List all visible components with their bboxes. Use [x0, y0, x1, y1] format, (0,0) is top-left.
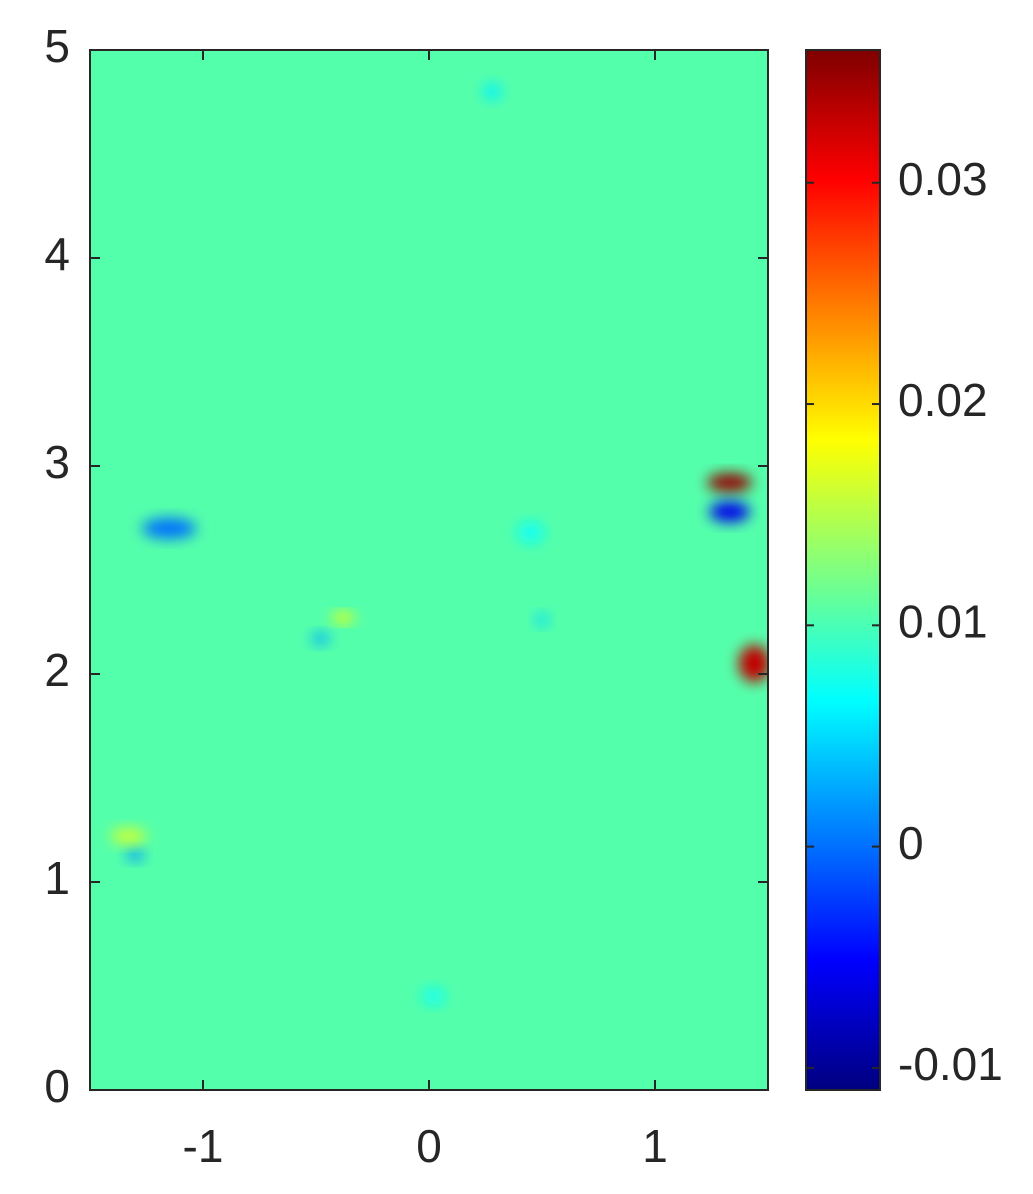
- heatmap-spot: [331, 612, 355, 624]
- y-tick-label: 5: [44, 20, 70, 72]
- heatmap-spot: [706, 473, 753, 493]
- colorbar-tick-label: 0.01: [898, 595, 988, 647]
- colorbar-tick-label: -0.01: [898, 1038, 1003, 1090]
- x-tick-label: -1: [183, 1120, 224, 1172]
- colorbar-tick-label: 0: [898, 817, 924, 869]
- heatmap-spot: [126, 848, 145, 862]
- y-tick-label: 2: [44, 644, 70, 696]
- heatmap-spot: [709, 501, 750, 523]
- y-tick-label: 1: [44, 852, 70, 904]
- x-tick-label: 0: [416, 1120, 442, 1172]
- heatmap-spot: [311, 632, 330, 645]
- colorbar-tick-label: 0.03: [898, 153, 988, 205]
- heatmap-background: [90, 50, 768, 1090]
- heatmap-spot: [141, 518, 197, 539]
- plot-area: [90, 50, 768, 1090]
- colorbar-tick-label: 0.02: [898, 374, 988, 426]
- heatmap-spot: [422, 988, 445, 1005]
- y-tick-label: 0: [44, 1060, 70, 1112]
- heatmap-spot: [483, 83, 502, 100]
- colorbar: [805, 49, 881, 1091]
- heatmap-spot: [738, 644, 768, 683]
- y-tick-label: 4: [44, 228, 70, 280]
- heatmap-spot: [535, 613, 549, 627]
- heatmap-spot: [110, 827, 147, 845]
- heatmap-spot: [517, 522, 545, 543]
- y-tick-label: 3: [44, 436, 70, 488]
- x-tick-label: 1: [642, 1120, 668, 1172]
